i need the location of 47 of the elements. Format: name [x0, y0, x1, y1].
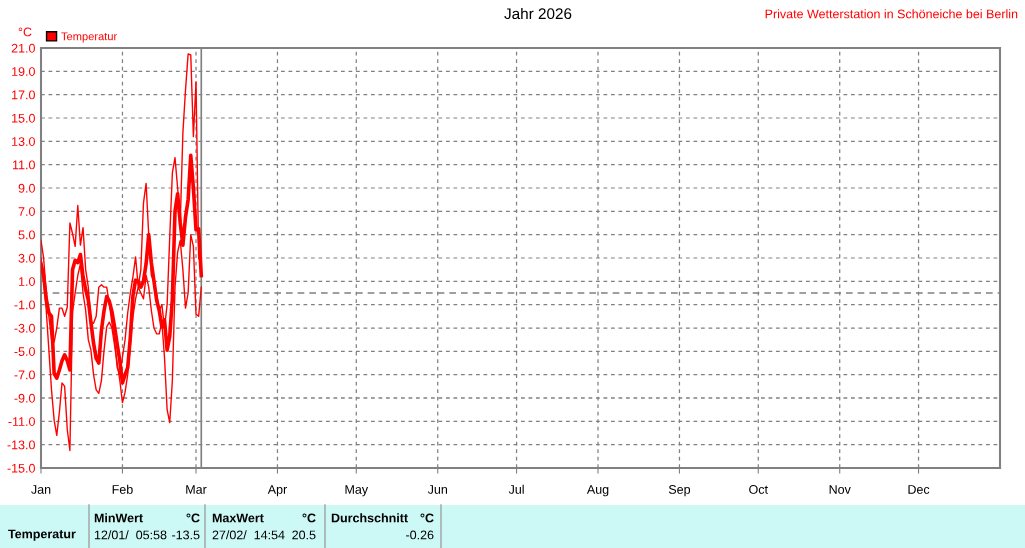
text: MaxWert [212, 513, 264, 523]
text: 27/02/ 14:54 [212, 530, 285, 540]
y-tick-label: 3.0 [18, 253, 35, 263]
y-tick-label: -13.0 [7, 440, 35, 450]
legend-label: Temperatur [61, 32, 118, 43]
y-axis-title: °C [18, 27, 32, 37]
y-tick-label: 17.0 [12, 90, 35, 100]
text: °C [186, 513, 200, 523]
x-tick-label: Jan [31, 485, 51, 494]
y-tick-label: 21.0 [11, 43, 35, 53]
text: -13.5 [172, 530, 200, 540]
text: Durchschnitt [331, 513, 408, 523]
y-tick-label: 5.0 [18, 230, 35, 240]
x-tick-label: Aug [586, 485, 609, 497]
y-tick-label: -3.0 [14, 323, 35, 333]
text: Private Wetterstation in Schöneiche bei Berlin [765, 9, 1018, 19]
x-tick-label: Dec [908, 485, 930, 494]
y-tick-label: 11.0 [12, 160, 35, 170]
text: MinWert [94, 513, 143, 523]
x-tick-label: May [345, 485, 369, 497]
y-tick-label: 15.0 [12, 113, 35, 123]
y-tick-label: -1.0 [14, 300, 35, 310]
y-tick-label: -11.0 [8, 417, 35, 426]
x-tick-label: Mar [186, 485, 207, 494]
y-tick-label: 13.0 [12, 137, 35, 146]
x-tick-label: Nov [829, 485, 851, 494]
y-tick-label: -7.0 [14, 370, 35, 380]
y-tick-label: 19.0 [12, 67, 35, 76]
x-tick-label: Oct [749, 485, 768, 494]
text: 20.5 [292, 530, 316, 540]
x-tick-label: Jun [427, 485, 447, 494]
text: -0.26 [406, 530, 434, 540]
y-tick-label: 1.0 [19, 277, 35, 286]
text: Temperatur [8, 529, 76, 541]
y-tick-label: 9.0 [18, 183, 35, 193]
x-tick-label: Apr [267, 485, 287, 497]
y-tick-label: -5.0 [14, 347, 35, 356]
x-tick-label: Jul [508, 484, 524, 494]
y-tick-label: 7.0 [18, 207, 35, 216]
y-tick-label: -9.0 [14, 393, 35, 403]
chart-title: Jahr 2026 [504, 7, 572, 20]
text: 12/01/ 05:58 [94, 530, 167, 540]
x-tick-label: Feb [112, 484, 133, 494]
x-tick-label: Sep [668, 485, 691, 497]
y-tick-label: -15.0 [7, 463, 35, 473]
text: °C [302, 513, 316, 523]
text: °C [420, 513, 434, 523]
